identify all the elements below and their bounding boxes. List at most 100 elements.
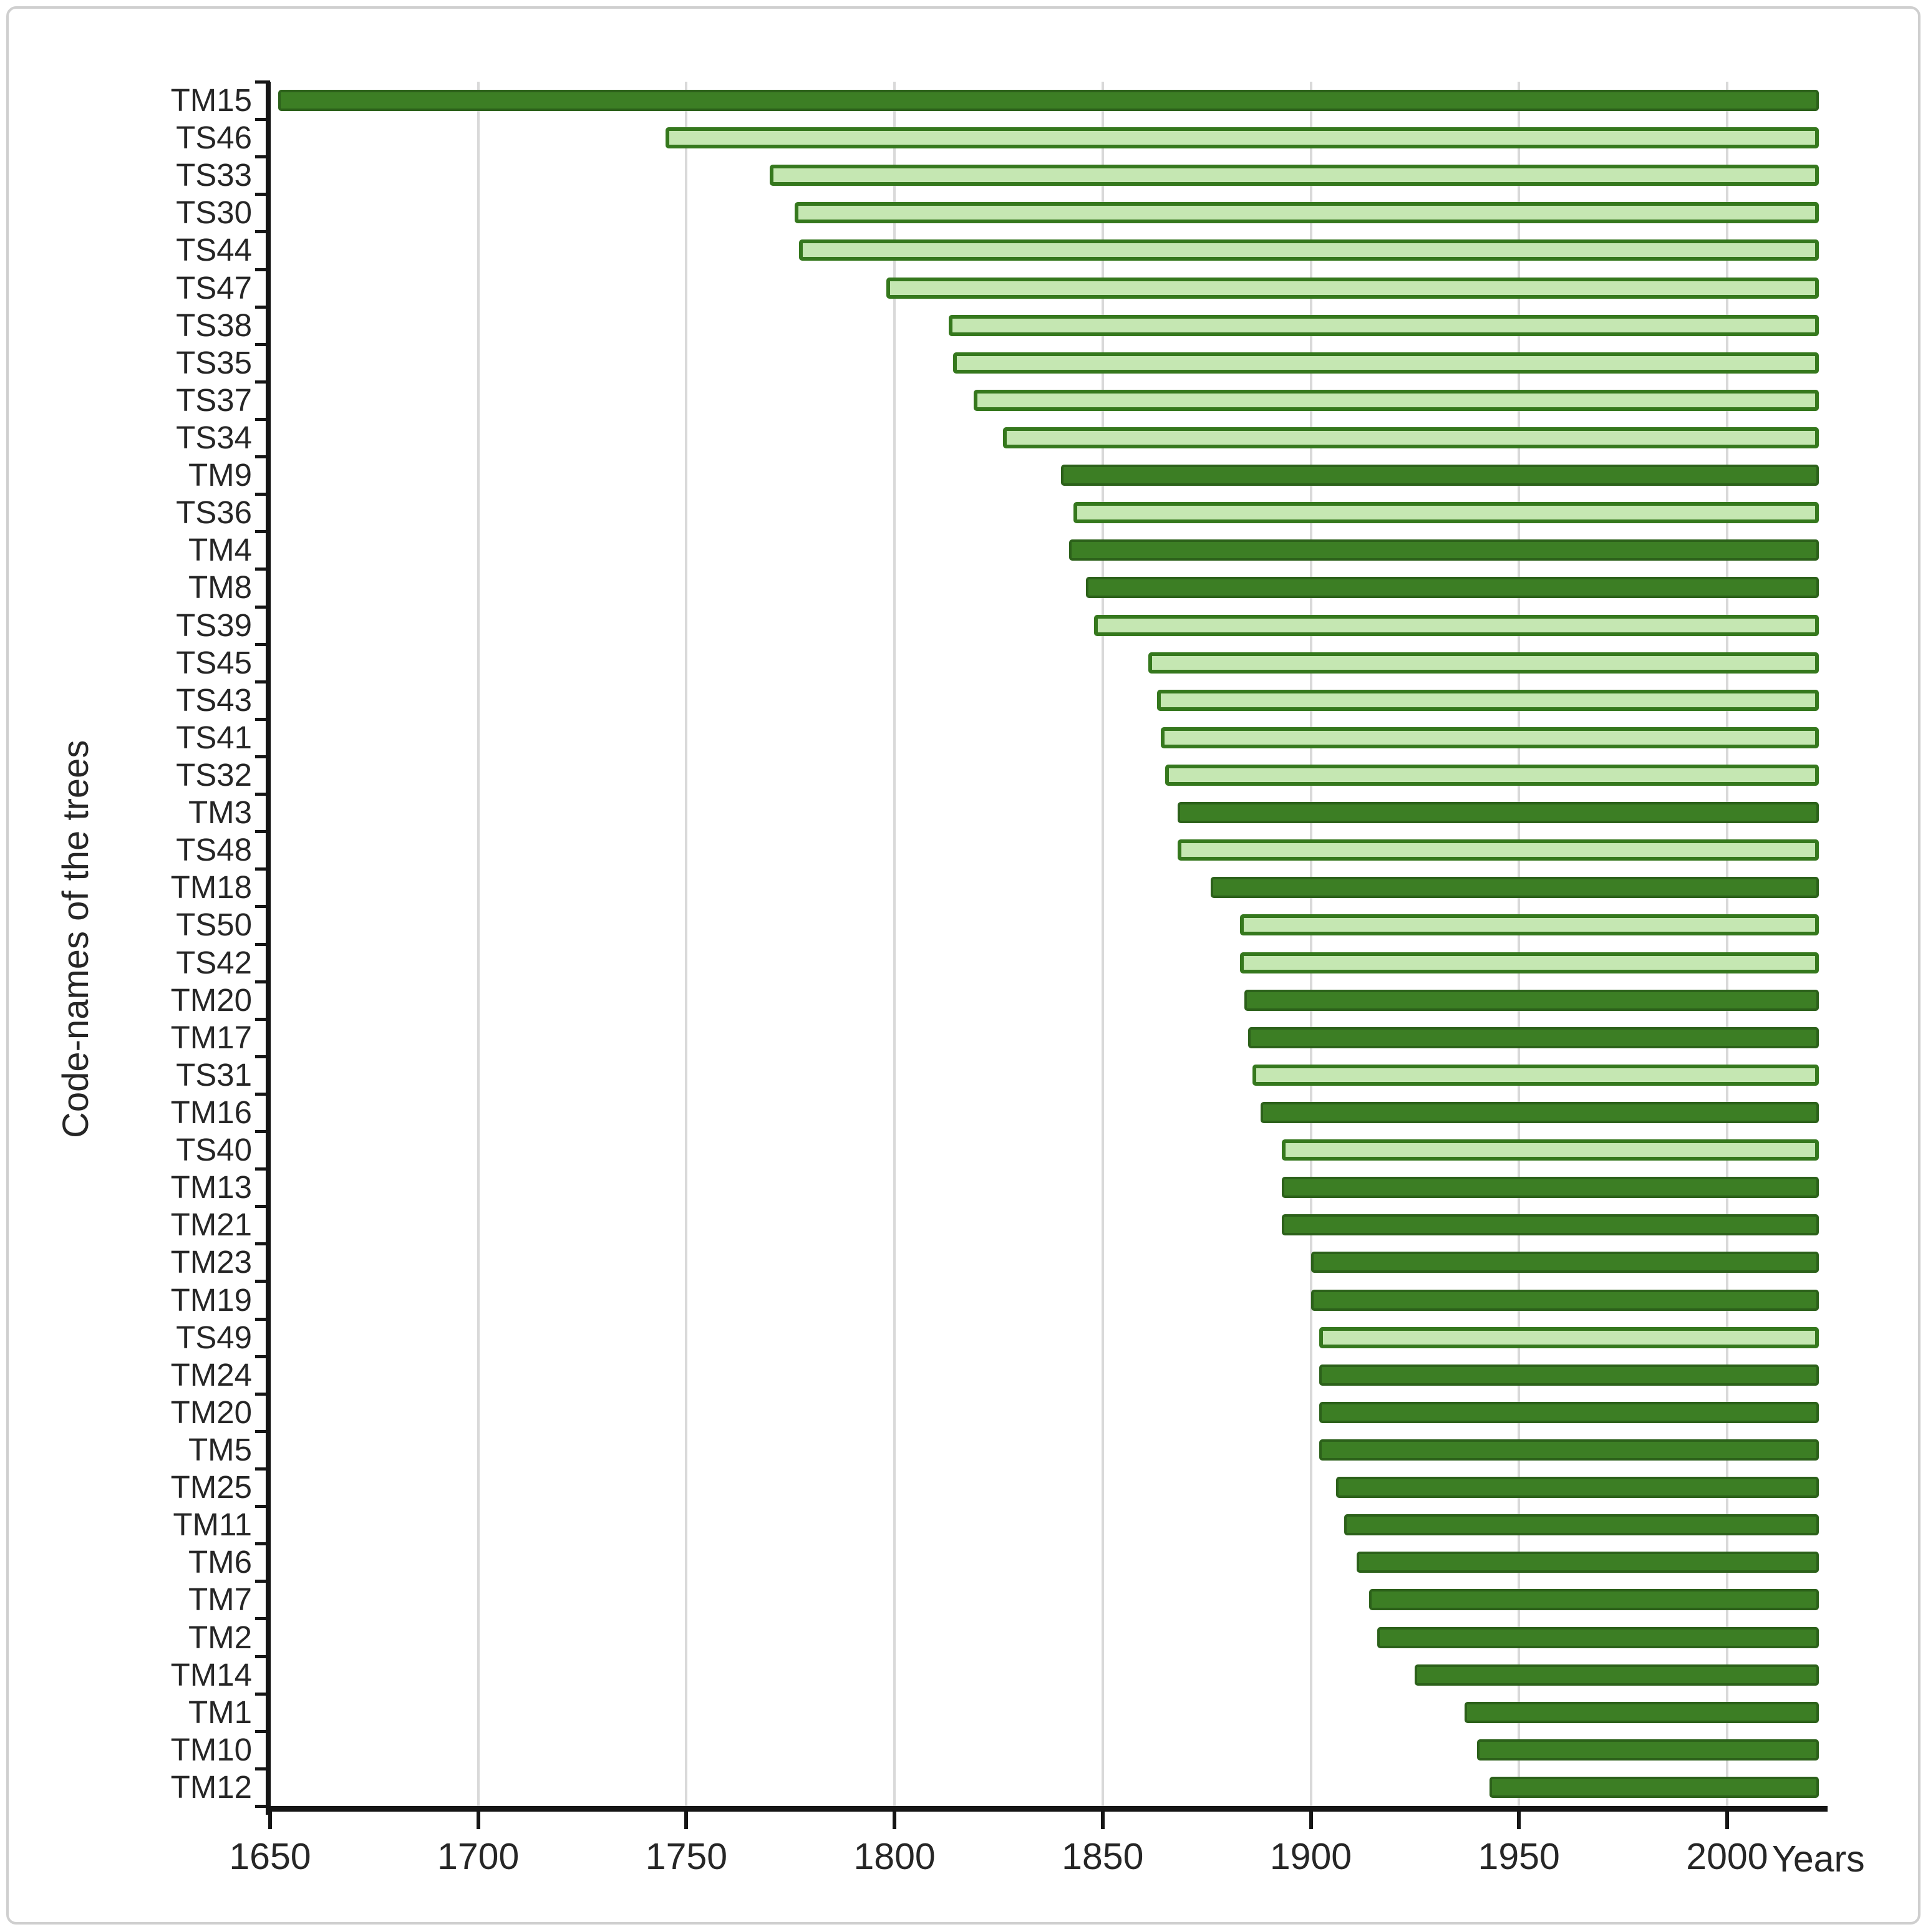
bar-TM9 xyxy=(1061,465,1819,486)
bar-TM13 xyxy=(1281,1177,1819,1199)
bar-TS50 xyxy=(1240,914,1819,936)
y-axis-tick xyxy=(255,417,270,421)
y-tick-label-TM3: TM3 xyxy=(188,795,252,831)
y-axis-tick xyxy=(255,493,270,496)
y-axis-tick xyxy=(255,1467,270,1471)
y-tick-label-TS47: TS47 xyxy=(176,269,252,306)
y-axis-tick xyxy=(255,1542,270,1546)
y-axis-tick xyxy=(255,867,270,871)
y-tick-label-TM19: TM19 xyxy=(170,1282,252,1318)
y-axis-tick xyxy=(255,1392,270,1396)
y-tick-label-TM16: TM16 xyxy=(170,1094,252,1130)
bar-TS44 xyxy=(798,239,1819,261)
y-tick-label-TS50: TS50 xyxy=(176,907,252,943)
y-tick-label-TM2: TM2 xyxy=(188,1619,252,1655)
y-axis-tick xyxy=(255,1017,270,1021)
y-axis-tick xyxy=(255,1317,270,1321)
bar-TM21 xyxy=(1281,1214,1819,1236)
y-tick-label-TM13: TM13 xyxy=(170,1169,252,1205)
y-tick-label-TM24: TM24 xyxy=(170,1356,252,1393)
y-tick-label-TS31: TS31 xyxy=(176,1056,252,1093)
y-axis-tick xyxy=(255,1692,270,1696)
y-tick-label-TS49: TS49 xyxy=(176,1319,252,1355)
x-axis-tick-1650 xyxy=(268,1812,272,1829)
x-tick-label-1850: 1850 xyxy=(1062,1836,1144,1877)
y-axis-tick xyxy=(255,605,270,609)
y-axis-tick xyxy=(255,1130,270,1134)
y-tick-label-TM18: TM18 xyxy=(170,869,252,906)
bar-TM16 xyxy=(1261,1101,1819,1123)
y-tick-label-TS35: TS35 xyxy=(176,344,252,380)
y-tick-label-TM11: TM11 xyxy=(173,1507,252,1543)
bar-TM4 xyxy=(1069,539,1819,561)
bar-TM8 xyxy=(1086,577,1819,599)
y-tick-label-TM5: TM5 xyxy=(188,1431,252,1467)
y-axis-tick xyxy=(255,1617,270,1621)
y-axis-tick xyxy=(255,1505,270,1509)
x-axis-tick-1900 xyxy=(1309,1812,1313,1829)
y-tick-label-TS42: TS42 xyxy=(176,944,252,980)
bar-TM23 xyxy=(1310,1252,1819,1273)
y-tick-label-TS37: TS37 xyxy=(176,382,252,418)
bar-TM24 xyxy=(1319,1364,1819,1386)
y-axis-tick xyxy=(255,755,270,758)
bar-TM20 xyxy=(1244,989,1819,1011)
bar-TM6 xyxy=(1356,1552,1819,1573)
y-axis-tick xyxy=(255,642,270,646)
bar-TS35 xyxy=(952,352,1819,374)
bar-TS40 xyxy=(1281,1139,1819,1161)
y-axis-tick xyxy=(255,717,270,721)
y-axis-tick xyxy=(255,1055,270,1058)
y-tick-label-TS43: TS43 xyxy=(176,682,252,718)
bar-TS41 xyxy=(1161,727,1819,748)
bar-TM17 xyxy=(1248,1026,1819,1048)
x-axis-tick-1700 xyxy=(476,1812,480,1829)
y-tick-label-TM20: TM20 xyxy=(170,1394,252,1430)
y-tick-label-TM17: TM17 xyxy=(170,1019,252,1055)
bar-TS34 xyxy=(1002,427,1819,449)
gridline-1850 xyxy=(1101,82,1104,1806)
y-tick-label-TS41: TS41 xyxy=(176,719,252,755)
gridline-1800 xyxy=(893,82,896,1806)
y-tick-label-TM14: TM14 xyxy=(170,1656,252,1693)
y-tick-label-TS45: TS45 xyxy=(176,644,252,680)
y-axis-tick xyxy=(255,342,270,346)
bar-TM25 xyxy=(1335,1477,1819,1499)
x-tick-label-1750: 1750 xyxy=(645,1836,728,1877)
y-axis-tick xyxy=(255,1729,270,1733)
y-tick-label-TS40: TS40 xyxy=(176,1132,252,1168)
y-tick-label-TM4: TM4 xyxy=(188,532,252,568)
y-tick-label-TM23: TM23 xyxy=(170,1244,252,1280)
y-tick-label-TM6: TM6 xyxy=(188,1544,252,1580)
y-tick-label-TM12: TM12 xyxy=(170,1769,252,1805)
y-tick-label-TS39: TS39 xyxy=(176,607,252,643)
bar-TS39 xyxy=(1094,614,1819,636)
bar-TS43 xyxy=(1156,689,1819,711)
bar-TS48 xyxy=(1177,839,1819,861)
bar-TS33 xyxy=(769,165,1819,186)
figure-border xyxy=(6,6,1921,1925)
y-tick-label-TM1: TM1 xyxy=(188,1694,252,1730)
bar-TS38 xyxy=(948,314,1819,336)
y-axis-tick xyxy=(255,118,270,122)
x-tick-label-1700: 1700 xyxy=(437,1836,520,1877)
y-axis-tick xyxy=(255,1092,270,1096)
y-axis-tick xyxy=(255,530,270,534)
x-tick-label-2000: 2000 xyxy=(1686,1836,1768,1877)
y-tick-label-TM15: TM15 xyxy=(170,82,252,118)
gridline-1700 xyxy=(477,82,480,1806)
x-axis-title: Years xyxy=(1771,1838,1865,1880)
x-tick-label-1950: 1950 xyxy=(1478,1836,1560,1877)
y-axis-tick xyxy=(255,1355,270,1358)
y-tick-label-TS48: TS48 xyxy=(176,832,252,868)
gridline-1950 xyxy=(1518,82,1521,1806)
y-axis-tick xyxy=(255,680,270,683)
x-tick-label-1800: 1800 xyxy=(853,1836,936,1877)
bar-TM1 xyxy=(1465,1701,1819,1723)
y-tick-label-TS34: TS34 xyxy=(176,420,252,456)
bar-TM5 xyxy=(1319,1439,1819,1461)
y-axis-tick xyxy=(255,1205,270,1209)
x-axis-tick-1750 xyxy=(684,1812,689,1829)
y-tick-label-TM7: TM7 xyxy=(188,1582,252,1618)
